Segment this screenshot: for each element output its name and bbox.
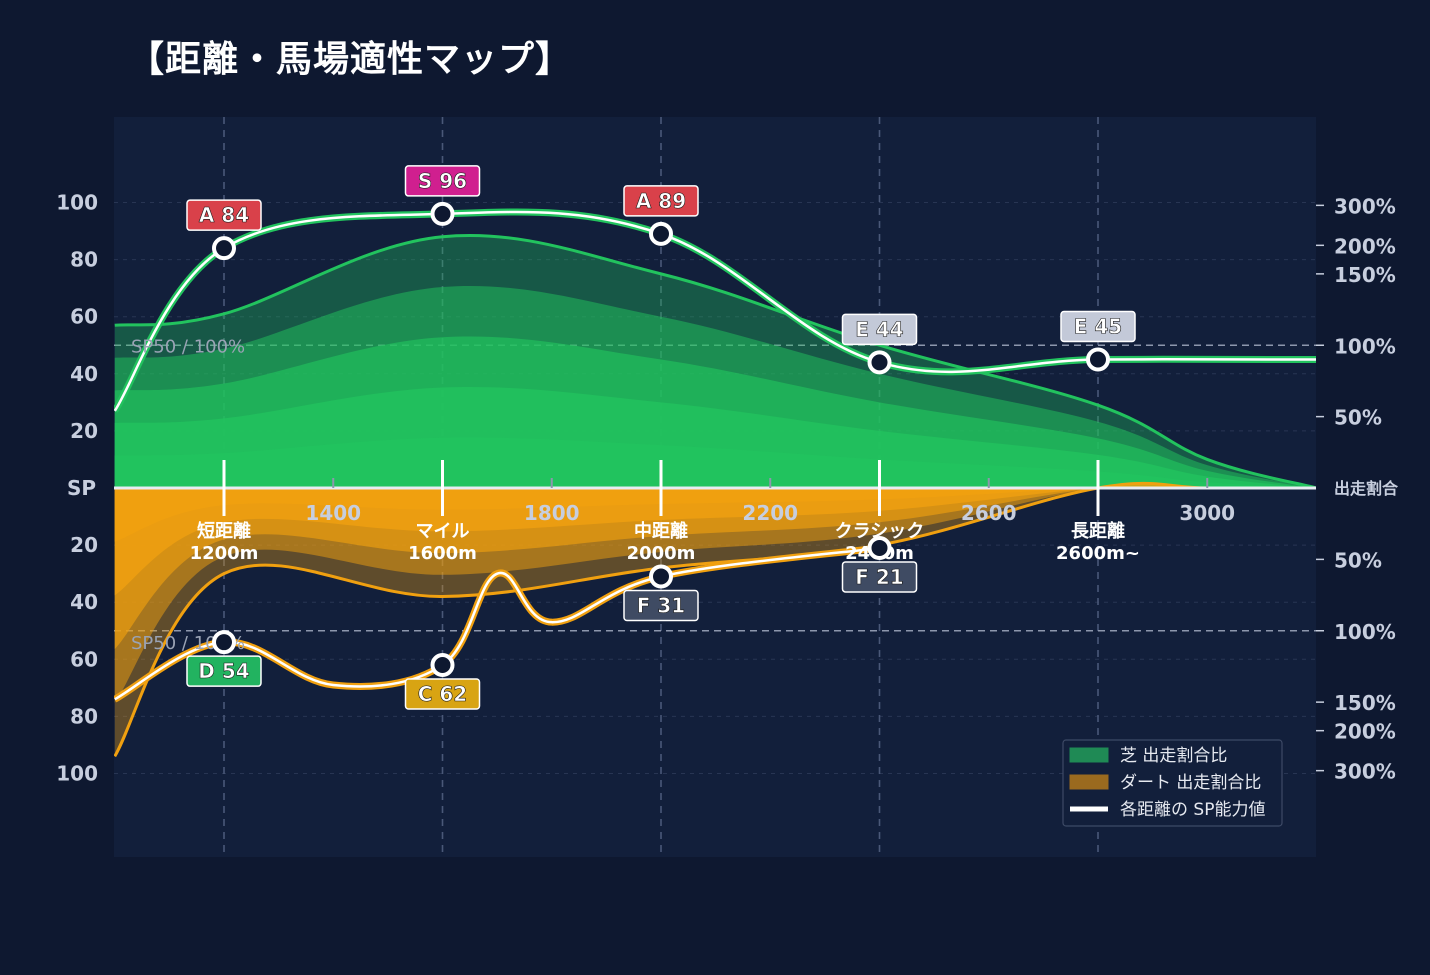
right-tick-label: 150%: [1334, 263, 1396, 287]
badge-box: [186, 655, 262, 687]
category-label: 短距離: [197, 520, 251, 542]
right-tick-label: 200%: [1334, 720, 1396, 744]
badge-label: S 96: [418, 169, 467, 193]
badge-box: [404, 678, 481, 710]
right-tick-label: 50%: [1334, 548, 1382, 572]
y-tick-label: 60: [70, 305, 98, 329]
category-distance-label: 1200m: [190, 543, 259, 564]
y-center-label: SP: [67, 476, 96, 500]
category-label: マイル: [416, 521, 470, 542]
category-label: 中距離: [634, 520, 688, 542]
axes: 100 80 60 40 20 20 40 60 80 100 SP 300% 200% 150% 100%…: [56, 191, 1399, 786]
right-tick-label: 100%: [1334, 334, 1396, 358]
badge-label: D 54: [198, 659, 249, 683]
right-tick-label: 100%: [1334, 620, 1396, 644]
badge-label: F 31: [637, 594, 685, 618]
badge-box: [186, 199, 262, 231]
badge-box: [1060, 310, 1136, 343]
sp-point-marker: [212, 236, 236, 261]
badge-label: F 21: [855, 565, 903, 589]
y-tick-label: 20: [70, 419, 98, 443]
badge-box: [623, 589, 699, 622]
rank-badge: F 31: [623, 589, 699, 622]
category-distance-label: 2000m: [627, 543, 696, 564]
y-tick-label: 80: [70, 248, 98, 272]
markers: [212, 201, 1110, 678]
dirt-share-area: [114, 486, 1316, 596]
sp-point-marker: [212, 630, 236, 655]
y-tick-label: 60: [70, 647, 98, 671]
legend-label: ダート 出走割合比: [1120, 773, 1261, 793]
rank-badges: A 84 S 96 A 89 E 44 E 45 D 54 C 62 F 31 F 21: [186, 165, 1136, 710]
badge-label: C 62: [418, 682, 467, 706]
x-tick-label: 3000: [1179, 501, 1235, 525]
badge-label: E 44: [855, 317, 903, 341]
y-tick-label: 40: [70, 362, 98, 386]
legend-box: [1062, 739, 1283, 827]
right-tick-label: 50%: [1334, 406, 1382, 430]
sp-point-marker: [1086, 347, 1110, 372]
badge-box: [623, 185, 699, 217]
y-tick-label: 20: [70, 533, 98, 557]
right-center-label: 出走割合: [1334, 479, 1399, 498]
sp-point-marker: [867, 535, 892, 560]
rank-badge: S 96: [404, 165, 481, 197]
rank-badge: E 45: [1060, 310, 1136, 343]
rank-badge: A 84: [186, 199, 262, 231]
badge-box: [841, 313, 918, 346]
category-label: 長距離: [1071, 520, 1125, 542]
sp-point-marker: [430, 653, 455, 678]
badge-label: A 84: [199, 203, 249, 227]
turf-share-area: [114, 437, 1316, 488]
legend-swatch: [1069, 747, 1109, 763]
share-areas: [114, 233, 1316, 758]
badge-label: A 89: [636, 189, 686, 213]
turf-share-line: [114, 233, 1316, 490]
sp-point-marker: [867, 350, 892, 375]
rank-badge: D 54: [186, 655, 262, 687]
y-tick-label: 80: [70, 704, 98, 728]
badge-box: [841, 561, 918, 593]
rank-badge: F 21: [841, 561, 918, 593]
legend-label: 芝 出走割合比: [1120, 746, 1227, 766]
category-distance-label: 1600m: [408, 543, 477, 564]
rank-badge: E 44: [841, 313, 918, 346]
rank-badge: A 89: [623, 185, 699, 217]
legend-swatch: [1069, 774, 1109, 790]
badge-box: [404, 165, 481, 197]
category-label: クラシック: [835, 521, 925, 542]
y-tick-label: 40: [70, 590, 98, 614]
right-tick-label: 150%: [1334, 691, 1396, 715]
badge-label: E 45: [1074, 315, 1122, 339]
chart-title: 【距離・馬場適性マップ】: [128, 39, 573, 80]
x-tick-label: 2600: [961, 501, 1017, 525]
reference-label-top: SP50 / 100%: [131, 336, 245, 357]
dirt-share-area: [114, 487, 1316, 542]
right-tick-label: 300%: [1334, 760, 1396, 784]
right-tick-label: 200%: [1334, 234, 1396, 258]
sp-point-marker: [649, 221, 673, 246]
category-distance-label: 2600m~: [1056, 543, 1140, 564]
rank-badge: C 62: [404, 678, 481, 710]
x-tick-label: 1400: [305, 501, 361, 525]
sp-point-marker: [649, 564, 673, 589]
sp-point-marker: [430, 201, 455, 226]
x-tick-label: 2200: [742, 501, 798, 525]
y-tick-label: 100: [56, 762, 98, 786]
legend-label: 各距離の SP能力値: [1120, 800, 1265, 820]
x-tick-label: 1800: [524, 501, 580, 525]
right-tick-label: 300%: [1334, 194, 1396, 218]
y-tick-label: 100: [56, 191, 98, 215]
dirt-share-line: [114, 481, 1316, 758]
